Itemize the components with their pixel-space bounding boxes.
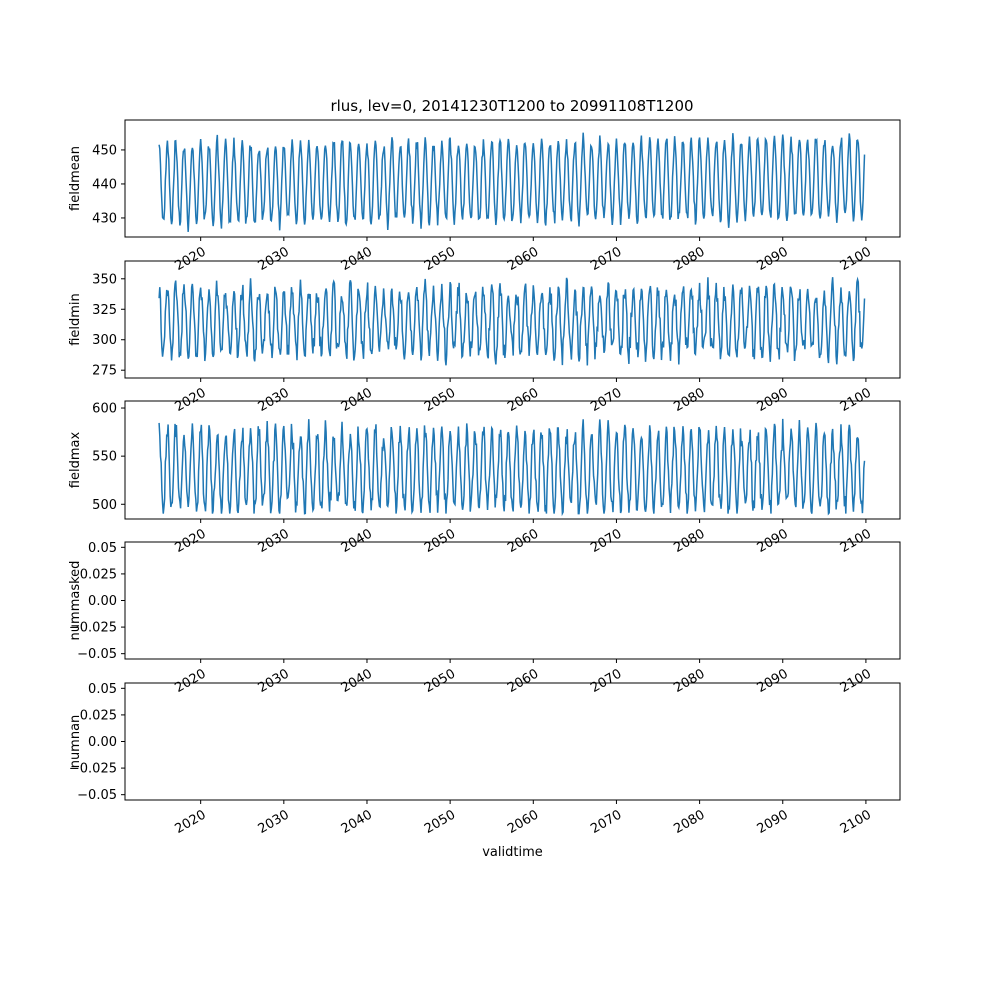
y-tick-label: −0.05	[77, 647, 117, 662]
x-tick-label: 2020	[173, 807, 209, 837]
subplot-fieldmax: 500 550 600 2020 2030 2040 2050 2060 2070 2080 209…	[68, 400, 901, 556]
x-tick-label: 2050	[422, 385, 458, 415]
x-tick-label: 2090	[755, 385, 791, 415]
y-tick-label: 0.025	[80, 567, 117, 582]
x-tick-label: 2050	[422, 526, 458, 556]
x-tick-label: 2080	[671, 244, 707, 274]
fieldmax-series-line	[158, 418, 866, 517]
fieldmin-axis-label: fieldmin	[68, 293, 83, 346]
y-tick-label: 0.00	[88, 735, 117, 750]
x-tick-label: 2060	[505, 526, 541, 556]
y-tick-label: 275	[92, 364, 117, 379]
y-tick-label: 0.00	[88, 594, 117, 609]
x-tick-label: 2060	[505, 666, 541, 696]
subplot-numnan: −0.05 −0.025 0.00 0.025 0.05 2020 2030 2040 2050…	[68, 682, 901, 860]
x-tick-label: 2040	[339, 666, 375, 696]
x-tick-label: 2100	[838, 385, 874, 415]
x-tick-label: 2060	[505, 385, 541, 415]
x-tick-label: 2080	[671, 807, 707, 837]
x-tick-label: 2050	[422, 807, 458, 837]
nummasked-axes-frame	[124, 541, 901, 660]
fieldmax-axis-label: fieldmax	[68, 432, 83, 489]
x-tick-label: 2030	[256, 666, 292, 696]
y-tick-label: 550	[92, 450, 117, 465]
y-tick-label: 325	[92, 303, 117, 318]
x-tick-label: 2070	[588, 244, 624, 274]
x-tick-label: 2040	[339, 807, 375, 837]
y-tick-label: 430	[92, 211, 117, 226]
fieldmean-axis-label: fieldmean	[68, 146, 83, 211]
x-tick-label: 2080	[671, 666, 707, 696]
x-tick-label: 2100	[838, 526, 874, 556]
x-tick-label: 2040	[339, 385, 375, 415]
x-tick-label: 2030	[256, 244, 292, 274]
y-tick-label: 0.025	[80, 708, 117, 723]
subplot-fieldmean: 430 440 450 2020 2030 2040 2050 2060 2070 2080 209…	[68, 119, 901, 274]
x-tick-label: 2030	[256, 526, 292, 556]
x-tick-label: 2100	[838, 244, 874, 274]
x-tick-label: 2090	[755, 244, 791, 274]
subplot-panels: 430 440 450 2020 2030 2040 2050 2060 2070 2080 209…	[68, 119, 901, 860]
x-tick-label: 2080	[671, 385, 707, 415]
y-tick-label: 0.05	[88, 541, 117, 556]
nummasked-axis-label: nummasked	[68, 561, 83, 641]
figure-title: rlus, lev=0, 20141230T1200 to 20991108T1…	[330, 97, 693, 115]
x-tick-label: 2020	[173, 526, 209, 556]
x-tick-label: 2050	[422, 666, 458, 696]
y-tick-label: −0.05	[77, 788, 117, 803]
x-tick-label: 2040	[339, 244, 375, 274]
y-tick-label: 300	[92, 333, 117, 348]
numnan-axis-label: numnan	[68, 715, 83, 769]
y-tick-label: 450	[92, 143, 117, 158]
y-tick-label: 500	[92, 498, 117, 513]
x-tick-label: 2100	[838, 666, 874, 696]
x-tick-label: 2090	[755, 807, 791, 837]
fieldmin-axes-frame	[124, 260, 901, 379]
x-tick-label: 2030	[256, 385, 292, 415]
fieldmin-series-line	[158, 276, 866, 366]
x-tick-label: 2020	[173, 666, 209, 696]
numnan-axes-frame	[124, 682, 901, 801]
x-tick-label: 2070	[588, 666, 624, 696]
y-tick-label: 350	[92, 272, 117, 287]
x-tick-label: 2070	[588, 807, 624, 837]
x-tick-label: 2060	[505, 807, 541, 837]
x-tick-label: 2090	[755, 526, 791, 556]
x-tick-label: 2030	[256, 807, 292, 837]
x-tick-label: 2040	[339, 526, 375, 556]
y-tick-label: 600	[92, 402, 117, 417]
fieldmean-series-line	[158, 132, 866, 232]
y-tick-label: 440	[92, 177, 117, 192]
x-tick-label: 2050	[422, 244, 458, 274]
x-tick-label: 2020	[173, 244, 209, 274]
x-tick-label: 2070	[588, 385, 624, 415]
x-tick-label: 2090	[755, 666, 791, 696]
x-tick-label: 2060	[505, 244, 541, 274]
fieldmax-axes-frame	[124, 400, 901, 520]
y-tick-label: −0.025	[69, 621, 117, 636]
x-tick-label: 2080	[671, 526, 707, 556]
y-tick-label: 0.05	[88, 682, 117, 697]
x-tick-label: 2020	[173, 385, 209, 415]
y-tick-label: −0.025	[69, 762, 117, 777]
subplot-fieldmin: 275 300 325 350 2020 2030 2040 2050 2060 2070 2080…	[68, 260, 901, 415]
x-tick-label: 2070	[588, 526, 624, 556]
x-tick-label: 2100	[838, 807, 874, 837]
subplot-nummasked: −0.05 −0.025 0.00 0.025 0.05 2020 2030 2040 2050…	[68, 541, 901, 696]
fieldmean-axes-frame	[124, 119, 901, 238]
x-axis-label: validtime	[482, 845, 543, 860]
